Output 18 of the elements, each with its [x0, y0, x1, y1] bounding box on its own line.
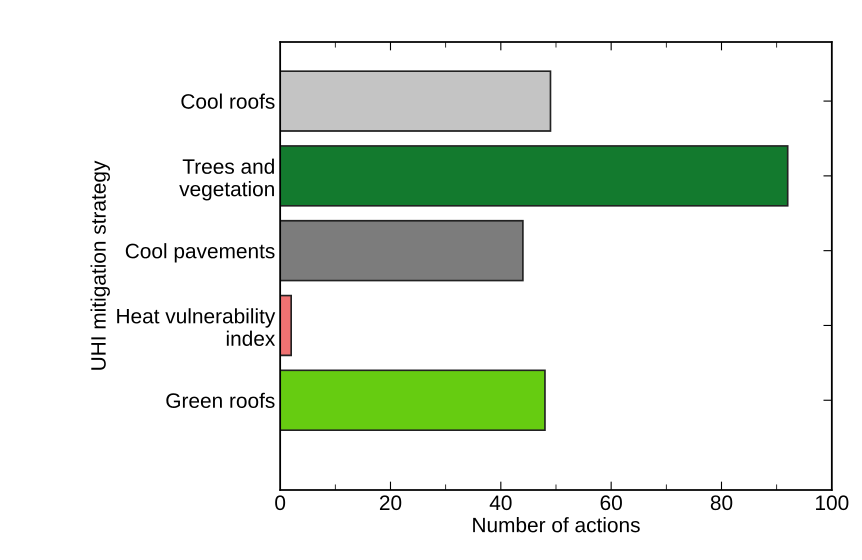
y-tick-label: Heat vulnerability index — [117, 308, 276, 346]
x-axis-title: Number of actions — [473, 517, 640, 532]
bar — [280, 370, 546, 431]
y-axis-title: UHI mitigation strategy — [90, 160, 110, 370]
x-tick-label: 20 — [380, 495, 402, 510]
x-tick-label: 60 — [600, 495, 622, 510]
y-tick-label: Trees and vegetation — [179, 158, 274, 200]
y-tick-label: Cool pavements — [126, 243, 275, 263]
bar — [280, 294, 292, 356]
y-tick-label: Cool roofs — [181, 94, 275, 109]
bar — [280, 70, 552, 132]
x-tick-label: 40 — [490, 495, 512, 510]
y-tick-label: Green roofs — [166, 392, 275, 408]
x-tick-label: 100 — [816, 495, 848, 510]
x-tick-label: 80 — [710, 495, 732, 510]
bar — [280, 145, 789, 207]
x-tick-label: 0 — [275, 495, 286, 510]
bar — [280, 220, 524, 282]
